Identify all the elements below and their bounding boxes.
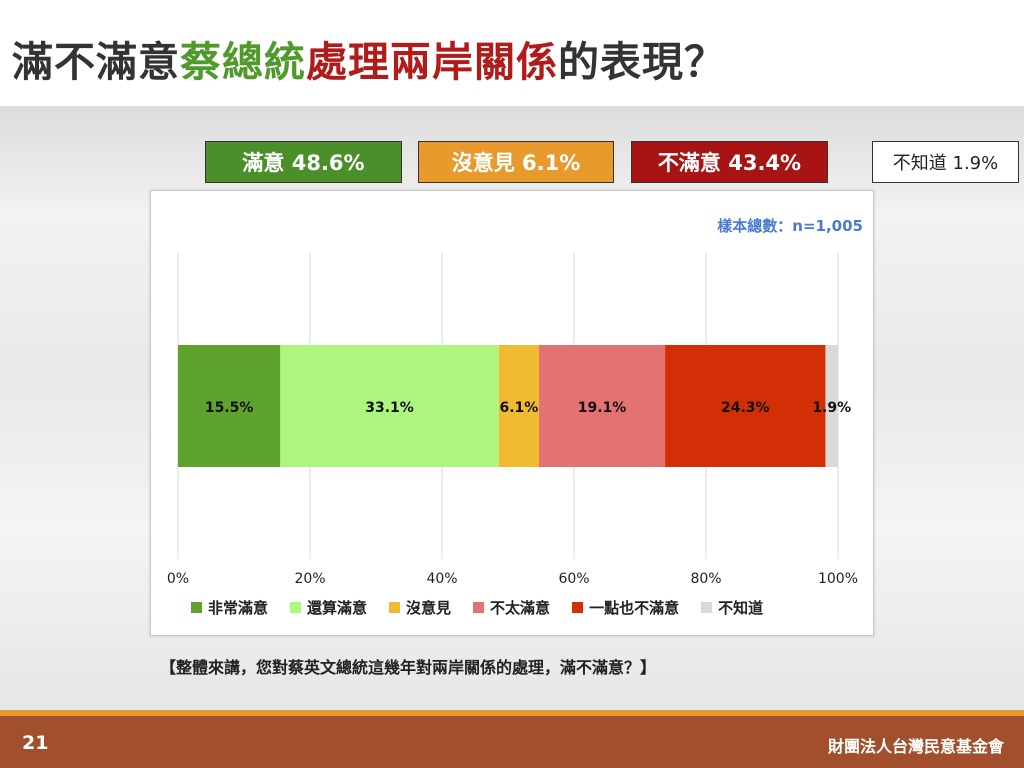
summary-dont-know-box: 不知道 1.9% [872, 141, 1019, 183]
title-part-4: 的表現？ [558, 38, 726, 86]
legend-swatch-2 [389, 602, 401, 613]
bar-segment-5 [825, 345, 838, 467]
page-number: 21 [22, 732, 49, 754]
legend-item-3: 不太滿意 [473, 597, 550, 618]
footer-bar: 21 財團法人台灣民意基金會 [0, 716, 1024, 768]
data-label-5: 1.9% [812, 400, 851, 416]
legend-label-5: 不知道 [718, 599, 764, 617]
data-label-4: 24.3% [721, 400, 770, 416]
legend-swatch-0 [191, 602, 202, 613]
legend-label-3: 不太滿意 [490, 599, 551, 617]
legend-label-2: 沒意見 [406, 599, 452, 617]
legend-swatch-4 [572, 602, 584, 613]
data-label-1: 33.1% [365, 400, 414, 416]
legend-item-0: 非常滿意 [191, 597, 268, 618]
title-bar: 滿不滿意蔡總統處理兩岸關係的表現？ [0, 0, 1024, 106]
stacked-bar-chart: 15.5% 33.1% 6.1% 19.1% 24.3% 1.9% 0% 20% 40% 60% 8… [167, 253, 858, 587]
tick-label-0: 0% [167, 571, 189, 587]
legend-label-1: 還算滿意 [307, 599, 368, 617]
bar-segment-2 [498, 345, 540, 467]
summary-neutral-box: 沒意見 6.1% [418, 141, 614, 183]
legend-swatch-1 [290, 602, 302, 613]
chart-panel: 樣本總數：n=1,005 15.5% 33.1% 6.1% 19.1% 24.3% 1.9… [150, 190, 874, 636]
legend-swatch-5 [701, 602, 713, 613]
page-title: 滿不滿意蔡總統處理兩岸關係的表現？ [12, 28, 726, 88]
summary-satisfied-box: 滿意 48.6% [205, 141, 402, 183]
bar-segment-0 [178, 345, 281, 467]
tick-label-1: 20% [294, 571, 325, 587]
bar-segment-3 [539, 345, 666, 467]
organization-name: 財團法人台灣民意基金會 [827, 737, 1004, 756]
survey-question: 【整體來講，您對蔡英文總統這幾年對兩岸關係的處理，滿不滿意？】 [160, 658, 657, 677]
legend-swatch-3 [473, 602, 485, 613]
data-label-2: 6.1% [499, 400, 538, 416]
legend-label-4: 一點也不滿意 [589, 599, 680, 617]
tick-label-4: 80% [690, 571, 721, 587]
bar-segment-4 [665, 345, 826, 467]
sample-size-label: 樣本總數：n=1,005 [717, 217, 863, 235]
legend-item-2: 沒意見 [389, 597, 451, 618]
title-part-1: 滿不滿意 [12, 38, 180, 86]
tick-label-3: 60% [558, 571, 589, 587]
tick-label-5: 100% [818, 571, 858, 587]
legend-label-0: 非常滿意 [208, 599, 269, 617]
chart-legend: 非常滿意 還算滿意 沒意見 不太滿意 一點也不滿意 不知道 [191, 597, 785, 618]
summary-dissatisfied-box: 不滿意 43.4% [631, 141, 828, 183]
footer-accent-line [0, 710, 1024, 716]
data-label-3: 19.1% [578, 400, 627, 416]
legend-item-5: 不知道 [701, 597, 763, 618]
tick-label-2: 40% [426, 571, 457, 587]
title-part-2: 蔡總統 [180, 38, 306, 86]
data-label-0: 15.5% [205, 400, 254, 416]
legend-item-4: 一點也不滿意 [572, 597, 679, 618]
bar-segment-1 [280, 345, 499, 467]
legend-item-1: 還算滿意 [290, 597, 367, 618]
title-part-3: 處理兩岸關係 [306, 38, 558, 86]
